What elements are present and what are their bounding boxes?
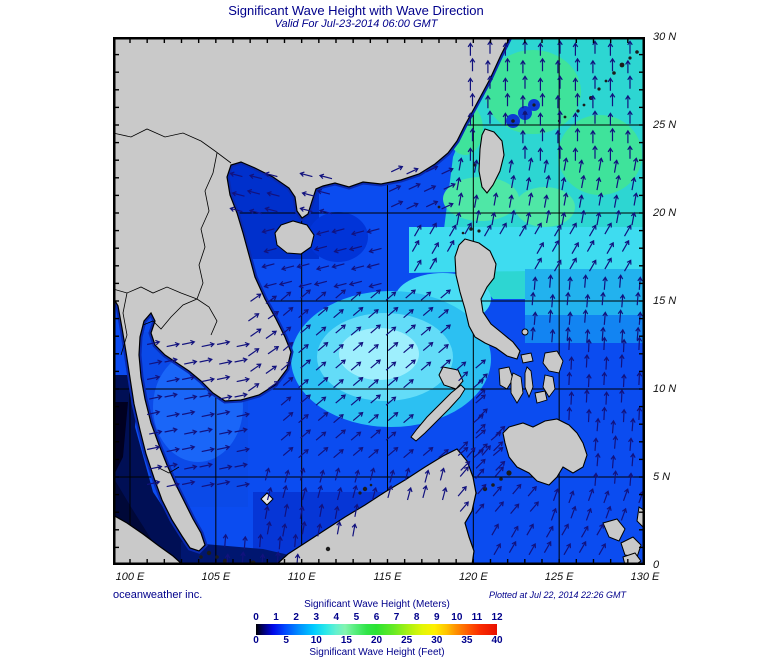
meters-tick: 5 — [353, 612, 360, 623]
lon-label: 100 E — [115, 571, 145, 583]
hainan-island — [274, 220, 315, 255]
meters-tick: 8 — [413, 612, 420, 623]
colorbar-meters-ticks: 0 1 2 3 4 5 6 7 8 9 10 11 12 — [253, 612, 502, 624]
palawan-island — [410, 384, 466, 442]
map-frame — [113, 37, 645, 565]
wave-height-map — [110, 34, 646, 567]
cebu-island — [524, 366, 534, 399]
colorbar-title-meters: Significant Wave Height (Meters) — [304, 599, 450, 610]
colorbar-gradient — [256, 624, 497, 635]
meters-tick: 1 — [273, 612, 279, 623]
bohol-island — [534, 390, 548, 404]
sea-central-bright-core — [339, 328, 419, 380]
lat-label: 10 N — [653, 383, 677, 395]
plotted-timestamp: Plotted at Jul 22, 2014 22:26 GMT — [488, 590, 627, 600]
colorbar-feet-ticks: 0 5 10 15 20 25 30 35 40 — [253, 635, 502, 647]
country-borders — [112, 128, 232, 474]
samar-island — [542, 350, 564, 374]
sea-green-patch — [443, 177, 519, 221]
meters-tick: 3 — [313, 612, 320, 623]
leyte-island — [542, 374, 556, 398]
sea-malacca-darkest — [113, 402, 128, 477]
sulawesi-corner-islands — [602, 506, 646, 566]
feet-tick: 0 — [253, 635, 259, 646]
riau-natuna-islets — [199, 483, 373, 566]
colorbar-title-feet: Significant Wave Height (Feet) — [309, 647, 445, 658]
feet-tick: 15 — [340, 635, 352, 646]
asia-mainland — [112, 36, 511, 552]
panay-island — [498, 366, 514, 390]
feet-tick: 5 — [283, 635, 289, 646]
meters-tick: 7 — [393, 612, 400, 623]
sea-green-patch — [558, 115, 642, 195]
meters-tick: 11 — [471, 612, 483, 623]
catanduanes-island — [521, 328, 529, 336]
luzon-island — [454, 238, 521, 360]
anambas-islet — [260, 492, 274, 506]
lon-label: 110 E — [287, 571, 316, 583]
taiwan-island — [478, 128, 505, 194]
sea-green-patch — [485, 50, 581, 134]
lat-label: 5 N — [653, 471, 671, 483]
meters-tick: 9 — [433, 612, 440, 623]
wave-direction-arrows — [146, 40, 645, 567]
feet-tick: 25 — [401, 635, 413, 646]
lat-label: 25 N — [653, 119, 677, 131]
masbate-island — [520, 352, 534, 364]
lon-label: 130 E — [630, 571, 660, 583]
lat-label: 30 N — [653, 31, 677, 43]
lon-label: 125 E — [544, 571, 574, 583]
lon-label: 120 E — [458, 571, 488, 583]
meters-tick: 2 — [293, 612, 299, 623]
map-area — [110, 34, 646, 567]
lat-label: 15 N — [653, 295, 677, 307]
sea-java-dark — [181, 542, 298, 565]
valid-time-subtitle: Valid For Jul-23-2014 06:00 GMT — [274, 18, 438, 30]
feet-tick: 40 — [491, 635, 503, 646]
lat-label: 0 — [653, 559, 660, 571]
mindanao-island — [502, 418, 588, 486]
meters-tick: 0 — [253, 612, 259, 623]
feet-tick: 20 — [370, 635, 383, 646]
page-title: Significant Wave Height with Wave Direct… — [228, 3, 484, 18]
lat-label: 20 N — [653, 207, 677, 219]
feet-tick: 30 — [431, 635, 443, 646]
negros-island — [510, 372, 524, 404]
sea-east-of-hainan — [308, 212, 368, 262]
philippine-islands — [410, 238, 588, 503]
feet-tick: 10 — [310, 635, 322, 646]
feet-tick: 35 — [461, 635, 473, 646]
lon-label: 115 E — [373, 571, 402, 583]
meters-tick: 12 — [491, 612, 503, 623]
credit-text: oceanweather inc. — [113, 589, 203, 601]
meters-tick: 4 — [333, 612, 340, 623]
meters-tick: 10 — [451, 612, 463, 623]
meters-tick: 6 — [373, 612, 380, 623]
lon-label: 105 E — [201, 571, 231, 583]
